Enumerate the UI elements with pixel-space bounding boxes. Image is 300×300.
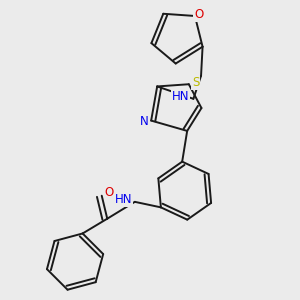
Text: O: O bbox=[194, 8, 203, 21]
Text: S: S bbox=[192, 76, 199, 89]
Text: N: N bbox=[140, 115, 149, 128]
Text: HN: HN bbox=[114, 193, 132, 206]
Text: O: O bbox=[105, 186, 114, 199]
Text: HN: HN bbox=[172, 90, 189, 103]
